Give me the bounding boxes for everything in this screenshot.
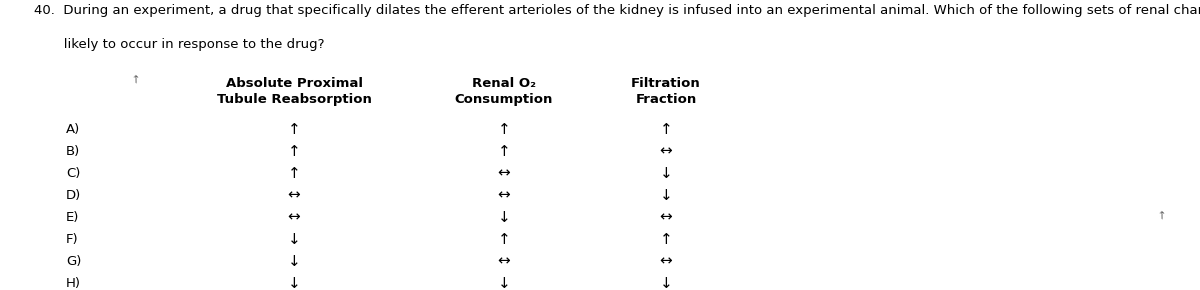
Text: ↑: ↑ (288, 144, 300, 159)
Text: ↓: ↓ (498, 210, 510, 225)
Text: ↖: ↖ (1152, 210, 1165, 224)
Text: ↔: ↔ (660, 144, 672, 159)
Text: ↓: ↓ (660, 276, 672, 290)
Text: ↔: ↔ (498, 188, 510, 203)
Text: ↓: ↓ (498, 276, 510, 290)
Text: B): B) (66, 145, 80, 157)
Text: ↑: ↑ (660, 232, 672, 247)
Text: ↑: ↑ (498, 122, 510, 137)
Text: ↑: ↑ (660, 122, 672, 137)
Text: D): D) (66, 189, 82, 202)
Text: ↓: ↓ (660, 166, 672, 181)
Text: E): E) (66, 211, 79, 224)
Text: ↑: ↑ (498, 232, 510, 247)
Text: ↓: ↓ (660, 188, 672, 203)
Text: Renal O₂
Consumption: Renal O₂ Consumption (455, 77, 553, 106)
Text: ↔: ↔ (288, 188, 300, 203)
Text: C): C) (66, 167, 80, 180)
Text: ↓: ↓ (288, 276, 300, 290)
Text: A): A) (66, 123, 80, 135)
Text: ↔: ↔ (288, 210, 300, 225)
Text: F): F) (66, 233, 79, 246)
Text: ↔: ↔ (498, 254, 510, 269)
Text: likely to occur in response to the drug?: likely to occur in response to the drug? (34, 38, 324, 51)
Text: 40.  During an experiment, a drug that specifically dilates the efferent arterio: 40. During an experiment, a drug that sp… (34, 4, 1200, 17)
Text: ↔: ↔ (660, 254, 672, 269)
Text: ↔: ↔ (498, 166, 510, 181)
Text: ↖: ↖ (126, 74, 139, 88)
Text: ↑: ↑ (288, 122, 300, 137)
Text: Filtration
Fraction: Filtration Fraction (631, 77, 701, 106)
Text: ↓: ↓ (288, 232, 300, 247)
Text: G): G) (66, 255, 82, 268)
Text: ↓: ↓ (288, 254, 300, 269)
Text: H): H) (66, 277, 82, 290)
Text: ↑: ↑ (288, 166, 300, 181)
Text: Absolute Proximal
Tubule Reabsorption: Absolute Proximal Tubule Reabsorption (216, 77, 372, 106)
Text: ↔: ↔ (660, 210, 672, 225)
Text: ↑: ↑ (498, 144, 510, 159)
